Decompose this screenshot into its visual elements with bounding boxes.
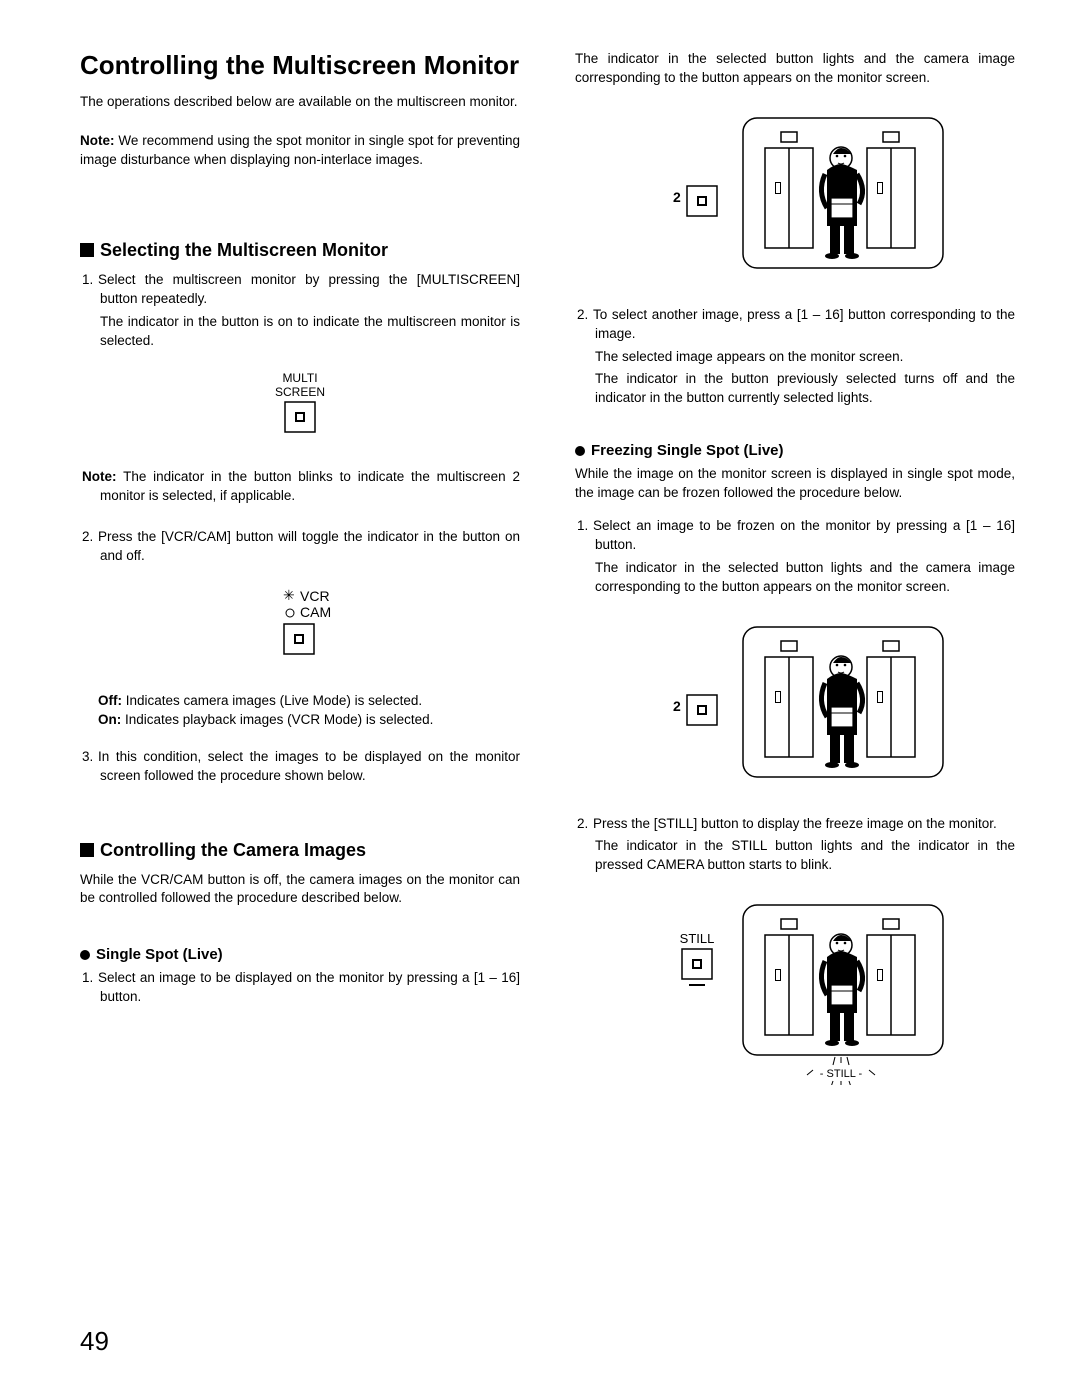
note1-label: Note: [80,133,115,148]
off-text: Off: Indicates camera images (Live Mode)… [80,692,520,711]
ctrl-intro: While the VCR/CAM button is off, the cam… [80,871,520,909]
svg-text:- STILL -: - STILL - [820,1068,863,1080]
fig-camera2-a: 2 [575,108,1015,278]
right-top: The indicator in the selected button lig… [575,50,1015,88]
note1: Note: We recommend using the spot monito… [80,132,520,170]
note1-text: We recommend using the spot monitor in s… [80,133,520,167]
h3-single: Single Spot (Live) [80,946,520,963]
single-step1: 1.Select an image to be displayed on the… [80,969,520,1007]
single-step2: 2.To select another image, press a [1 – … [575,306,1015,344]
svg-text:VCR: VCR [300,588,330,604]
svg-text:CAM: CAM [300,604,331,620]
multi-label-top: MULTI [282,371,317,385]
fig-vcrcam-button: ✳ VCR CAM [80,586,520,664]
h2-controlling: Controlling the Camera Images [80,840,520,861]
single-step2c: The indicator in the button previously s… [575,370,1015,408]
single-step2b: The selected image appears on the monito… [575,348,1015,367]
svg-text:✳: ✳ [283,587,295,603]
sel-step3: 3.In this condition, select the images t… [80,748,520,786]
page-number: 49 [80,1326,109,1357]
freeze-step2b: The indicator in the STILL button lights… [575,837,1015,875]
main-title: Controlling the Multiscreen Monitor [80,50,520,81]
h2-selecting: Selecting the Multiscreen Monitor [80,240,520,261]
sel-step2: 2.Press the [VCR/CAM] button will toggle… [80,528,520,566]
fig-camera2-b: 2 [575,617,1015,787]
svg-text:2: 2 [673,189,681,205]
svg-text:2: 2 [673,698,681,714]
multi-label-bot: SCREEN [275,385,325,399]
h3-freezing: Freezing Single Spot (Live) [575,442,1015,459]
fig-still: STILL [575,895,1015,1085]
on-text: On: Indicates playback images (VCR Mode)… [80,711,520,730]
freeze-step1: 1.Select an image to be frozen on the mo… [575,517,1015,555]
sel-step1: 1.Select the multiscreen monitor by pres… [80,271,520,309]
freeze-step2: 2.Press the [STILL] button to display th… [575,815,1015,834]
note2: Note: The indicator in the button blinks… [80,468,520,506]
sel-step1b: The indicator in the button is on to ind… [80,313,520,351]
intro-text: The operations described below are avail… [80,93,520,112]
freeze-intro: While the image on the monitor screen is… [575,465,1015,503]
svg-text:STILL: STILL [680,931,715,946]
freeze-step1b: The indicator in the selected button lig… [575,559,1015,597]
fig-multiscreen-button: MULTI SCREEN [80,370,520,440]
